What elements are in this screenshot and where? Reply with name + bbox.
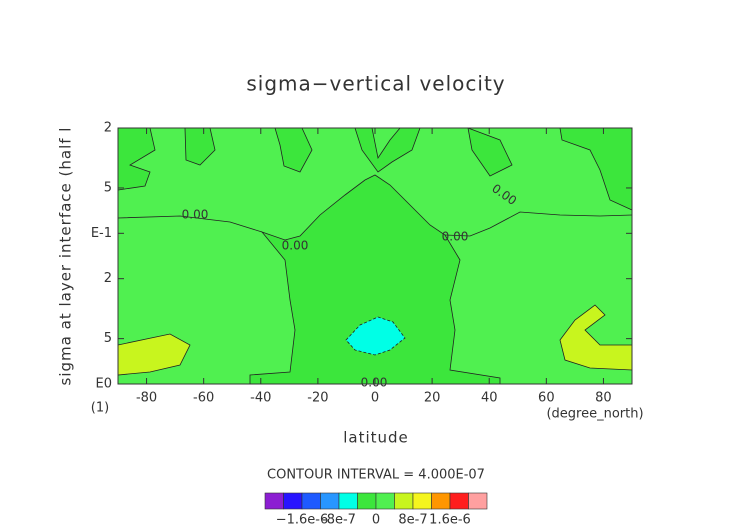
colorbar-box [338,492,358,510]
x-tick-label: -20 [307,391,328,406]
chart-title: sigma−vertical velocity [246,72,505,96]
colorbar-label: 0 [372,513,380,528]
y-axis-label: sigma at layer interface (half l [57,127,75,386]
colorbar-box [431,492,451,510]
region-positive [559,304,633,371]
y-tick-label: 5 [104,331,112,346]
region-negative [345,316,406,356]
contour-line [117,211,633,237]
colorbar-box [320,492,340,510]
y-tick-label: 5 [104,180,112,195]
colorbar-box [375,492,395,510]
contour-label: 0.00 [442,230,469,244]
region-center [249,174,501,385]
contour-label: 0.00 [361,376,388,390]
colorbar-box [394,492,414,510]
y-tick-label: E-1 [91,226,112,241]
y-tick-label: 2 [104,121,112,136]
colorbar-box [449,492,469,510]
x-axis-unit: (degree_north) [546,407,643,422]
x-axis-label: latitude [343,429,409,447]
y-tick-label: E0 [96,377,113,392]
colorbar-box [412,492,432,510]
colorbar-label: −1.6e-6 [276,513,329,528]
x-tick-label: 20 [424,391,441,406]
colorbar-box [283,492,303,510]
contour-regions [117,127,633,385]
x-tick-label: 0 [371,391,379,406]
x-tick-label: 80 [595,391,612,406]
x-tick-label: -60 [193,391,214,406]
y-axis-unit: (1) [91,401,109,416]
contour-label: 0.00 [182,208,209,222]
colorbar-box [357,492,377,510]
colorbar-label: 1.6e-6 [429,513,471,528]
x-tick-label: -80 [136,391,157,406]
colorbar-box [301,492,321,510]
x-tick-label: 40 [481,391,498,406]
x-tick-label: 60 [538,391,555,406]
x-tick-label: -40 [250,391,271,406]
colorbar-label: -8e-7 [322,513,356,528]
colorbar-label: 8e-7 [398,513,427,528]
contour-interval: CONTOUR INTERVAL = 4.000E-07 [267,468,485,483]
colorbar-box [468,492,488,510]
colorbar-box [264,492,284,510]
contour-label: 0.00 [282,239,309,253]
region-top [117,127,156,191]
y-tick-label: 2 [104,271,112,286]
region-top [467,127,513,177]
